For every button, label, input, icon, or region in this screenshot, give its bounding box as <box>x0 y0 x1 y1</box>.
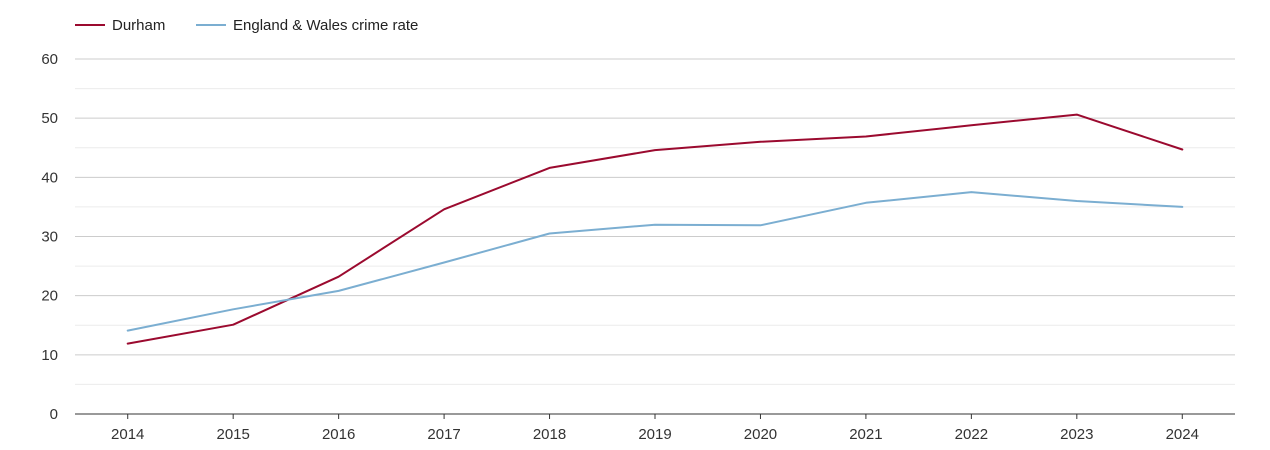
x-tick-label: 2019 <box>638 426 671 443</box>
x-tick-label: 2016 <box>322 426 355 443</box>
data-point-england-wales-crime-rate[interactable] <box>545 229 555 239</box>
x-tick-label: 2017 <box>427 426 460 443</box>
legend-label-durham: Durham <box>112 17 165 34</box>
legend-label-england-wales: England & Wales crime rate <box>233 17 418 34</box>
y-axis-ticks: 0 10 20 30 40 50 60 <box>41 51 58 423</box>
legend-item-durham[interactable]: Durham <box>75 17 165 34</box>
data-point-england-wales-crime-rate[interactable] <box>439 258 449 268</box>
x-tick-label: 2024 <box>1166 426 1199 443</box>
data-point-durham[interactable] <box>966 120 976 130</box>
data-point-durham[interactable] <box>1177 145 1187 155</box>
x-tick-label: 2018 <box>533 426 566 443</box>
y-tick-label: 30 <box>41 229 58 246</box>
legend-item-england-wales[interactable]: England & Wales crime rate <box>196 17 418 34</box>
data-point-england-wales-crime-rate[interactable] <box>861 198 871 208</box>
y-tick-label: 20 <box>41 288 58 305</box>
series-line-england-wales-crime-rate[interactable] <box>126 191 1184 332</box>
data-point-england-wales-crime-rate[interactable] <box>228 304 238 314</box>
y-tick-label: 0 <box>50 406 58 423</box>
x-axis-ticks: 2014 2015 2016 2017 2018 2019 2020 2021 2022 2023… <box>111 414 1199 443</box>
data-point-durham[interactable] <box>755 137 765 147</box>
data-point-england-wales-crime-rate[interactable] <box>1072 196 1082 206</box>
data-point-durham[interactable] <box>334 272 344 282</box>
data-point-england-wales-crime-rate[interactable] <box>755 220 765 230</box>
x-tick-label: 2020 <box>744 426 777 443</box>
y-tick-label: 50 <box>41 110 58 127</box>
data-point-durham[interactable] <box>1072 110 1082 120</box>
data-point-england-wales-crime-rate[interactable] <box>334 286 344 296</box>
data-point-durham[interactable] <box>228 320 238 330</box>
x-tick-label: 2021 <box>849 426 882 443</box>
data-point-england-wales-crime-rate[interactable] <box>966 187 976 197</box>
x-tick-label: 2023 <box>1060 426 1093 443</box>
data-point-england-wales-crime-rate[interactable] <box>123 326 133 336</box>
data-point-durham[interactable] <box>545 163 555 173</box>
series-line-durham[interactable] <box>126 113 1184 345</box>
data-point-england-wales-crime-rate[interactable] <box>650 220 660 230</box>
data-point-durham[interactable] <box>650 145 660 155</box>
data-point-durham[interactable] <box>861 132 871 142</box>
x-tick-label: 2022 <box>955 426 988 443</box>
x-tick-label: 2015 <box>216 426 249 443</box>
legend: Durham England & Wales crime rate <box>75 17 418 34</box>
data-point-durham[interactable] <box>439 204 449 214</box>
y-tick-label: 40 <box>41 169 58 186</box>
data-point-england-wales-crime-rate[interactable] <box>1177 202 1187 212</box>
y-tick-label: 10 <box>41 347 58 364</box>
x-tick-label: 2014 <box>111 426 144 443</box>
series <box>123 110 1187 349</box>
y-tick-label: 60 <box>41 51 58 68</box>
data-point-durham[interactable] <box>123 339 133 349</box>
